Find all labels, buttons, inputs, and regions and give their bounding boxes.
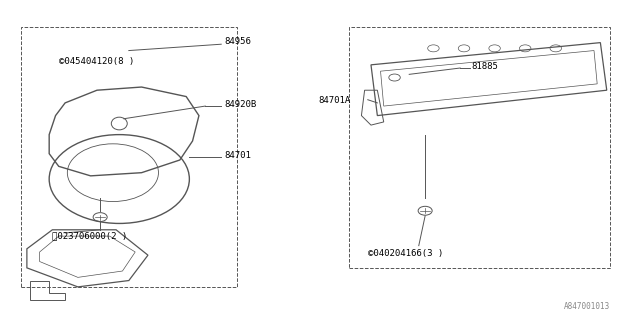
Bar xyxy=(20,27,237,287)
Text: 84701A: 84701A xyxy=(318,96,351,105)
Text: A847001013: A847001013 xyxy=(564,302,610,311)
Text: ⓝ023706000(2 ): ⓝ023706000(2 ) xyxy=(52,232,127,241)
Text: ©040204166(3 ): ©040204166(3 ) xyxy=(368,249,443,258)
Text: 81885: 81885 xyxy=(472,62,499,71)
Text: ©045404120(8 ): ©045404120(8 ) xyxy=(59,57,134,66)
Text: 84701: 84701 xyxy=(225,151,252,160)
Text: 84920B: 84920B xyxy=(225,100,257,109)
Bar xyxy=(349,27,610,268)
Text: 84956: 84956 xyxy=(225,37,252,46)
